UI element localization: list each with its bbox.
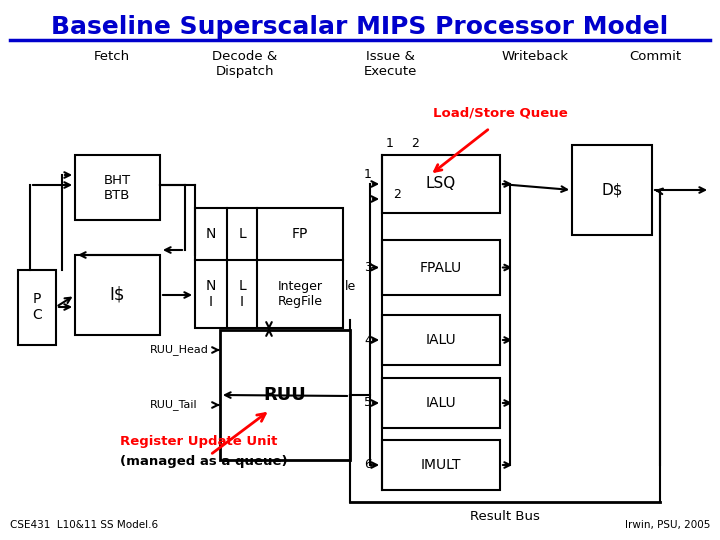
Bar (220, 330, 350, 460)
Text: L
I: L I (238, 279, 246, 309)
Text: Issue &
Execute: Issue & Execute (364, 50, 417, 78)
Text: N
I: N I (206, 279, 216, 309)
Text: RUU_Head: RUU_Head (150, 345, 209, 355)
Text: Fetch: Fetch (94, 50, 130, 63)
Text: IALU: IALU (426, 333, 456, 347)
Text: CSE431  L10&11 SS Model.6: CSE431 L10&11 SS Model.6 (10, 520, 158, 530)
Text: N: N (206, 227, 216, 241)
Text: Integer
RegFile: Integer RegFile (277, 280, 323, 308)
Bar (382, 315, 500, 365)
Bar (75, 155, 160, 220)
Bar (382, 378, 500, 428)
Text: Commit: Commit (629, 50, 681, 63)
Text: LSQ: LSQ (426, 177, 456, 192)
Text: 4: 4 (364, 334, 372, 347)
Text: RUU: RUU (264, 386, 307, 404)
Text: 3: 3 (364, 261, 372, 274)
Text: le: le (345, 280, 356, 293)
Text: 5: 5 (364, 396, 372, 409)
Text: Register Update Unit: Register Update Unit (120, 435, 277, 448)
Text: D$: D$ (601, 183, 623, 198)
Text: Irwin, PSU, 2005: Irwin, PSU, 2005 (625, 520, 710, 530)
Text: FP: FP (292, 227, 308, 241)
Bar (382, 440, 500, 490)
Bar (18, 270, 56, 345)
Text: 6: 6 (364, 458, 372, 471)
Text: 1: 1 (364, 167, 372, 180)
Text: FPALU: FPALU (420, 260, 462, 274)
Text: RUU_Tail: RUU_Tail (150, 400, 197, 410)
Bar (572, 145, 652, 235)
Bar (75, 255, 160, 335)
Text: 2: 2 (411, 137, 419, 150)
Text: Writeback: Writeback (502, 50, 569, 63)
Text: Load/Store Queue: Load/Store Queue (433, 107, 567, 120)
Text: I$: I$ (109, 286, 125, 304)
Text: Baseline Superscalar MIPS Processor Model: Baseline Superscalar MIPS Processor Mode… (51, 15, 669, 39)
Text: P
C: P C (32, 292, 42, 322)
Text: 2: 2 (393, 187, 401, 200)
Bar (382, 240, 500, 295)
Text: 1: 1 (386, 137, 394, 150)
Bar (382, 155, 500, 213)
Text: IALU: IALU (426, 396, 456, 410)
Text: Decode &
Dispatch: Decode & Dispatch (212, 50, 278, 78)
Bar (195, 208, 343, 328)
Text: IMULT: IMULT (420, 458, 462, 472)
Text: Result Bus: Result Bus (470, 510, 540, 523)
Text: (managed as a queue): (managed as a queue) (120, 455, 287, 468)
Text: BHT
BTB: BHT BTB (104, 174, 130, 202)
Text: L: L (238, 227, 246, 241)
